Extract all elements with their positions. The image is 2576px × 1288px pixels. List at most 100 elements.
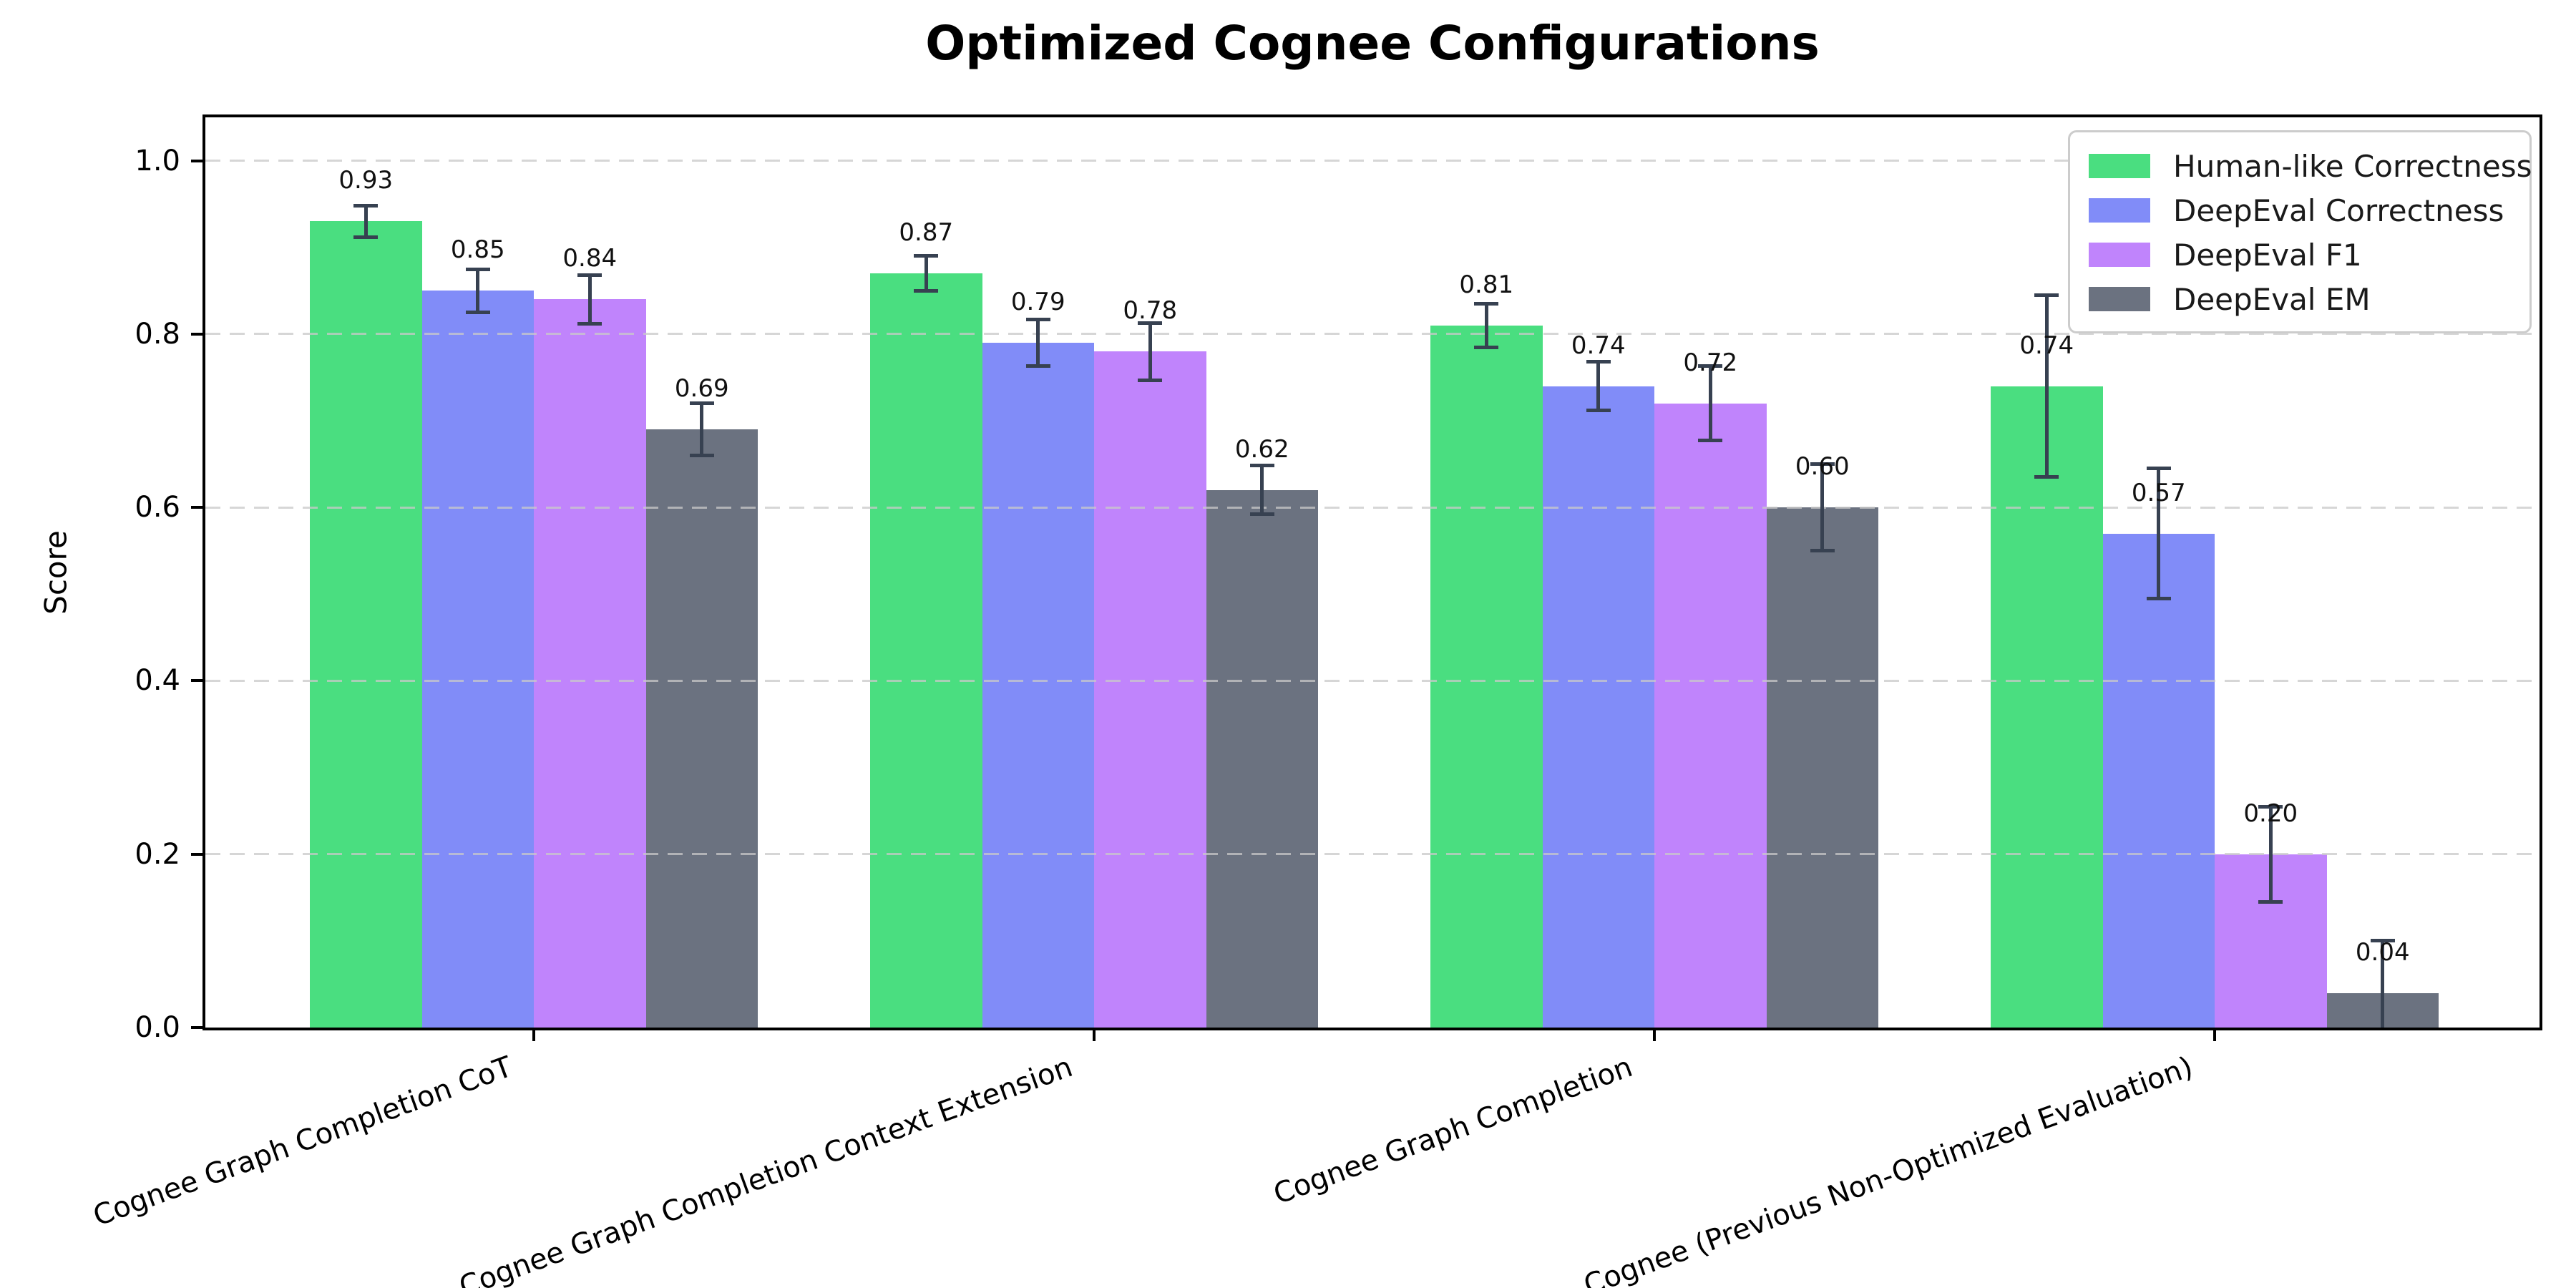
error-bar	[2268, 806, 2273, 902]
error-bar-cap	[689, 401, 714, 406]
x-tick-label: Cognee (Previous Non-Optimized Evaluatio…	[1579, 1050, 2197, 1288]
error-bar-cap	[2258, 899, 2283, 904]
legend-item: DeepEval F1	[2070, 233, 2529, 277]
legend-item: DeepEval Correctness	[2070, 188, 2529, 233]
error-bar	[1820, 464, 1825, 551]
error-bar-cap	[2258, 804, 2283, 809]
error-bar-cap	[1474, 301, 1499, 306]
error-bar-cap	[1810, 462, 1835, 467]
error-bar-cap	[465, 311, 490, 315]
error-bar	[1036, 319, 1040, 366]
bar	[1430, 325, 1543, 1028]
x-tick-label: Cognee Graph Completion	[1269, 1050, 1637, 1211]
x-tick-mark	[532, 1030, 535, 1041]
y-tick-label: 0.8	[135, 317, 180, 351]
error-bar	[924, 255, 928, 291]
y-tick-label: 1.0	[135, 144, 180, 177]
y-tick-mark	[191, 159, 203, 162]
bar-value-label: 0.04	[2355, 937, 2410, 967]
bar-value-label: 0.69	[674, 374, 729, 404]
bar	[1206, 489, 1318, 1028]
error-bar-cap	[353, 235, 379, 239]
legend: Human-like Correctness DeepEval Correctne…	[2068, 130, 2532, 333]
error-bar	[364, 205, 368, 238]
bar	[2102, 533, 2215, 1028]
error-bar-cap	[2034, 475, 2059, 479]
legend-label: DeepEval EM	[2173, 281, 2371, 317]
bar-value-label: 0.74	[2019, 331, 2074, 360]
bar-value-label: 0.62	[1234, 434, 1289, 464]
error-bar	[587, 275, 592, 324]
error-bar-cap	[2146, 467, 2171, 471]
error-bar	[1260, 465, 1264, 514]
bar-value-label: 0.79	[1010, 287, 1065, 316]
y-tick-mark	[191, 852, 203, 856]
error-bar-cap	[2034, 293, 2059, 297]
gridline	[205, 506, 2540, 509]
y-tick-mark	[191, 506, 203, 509]
error-bar-cap	[1586, 408, 1611, 412]
error-bar	[1148, 323, 1152, 381]
bar-value-label: 0.81	[1459, 270, 1514, 299]
error-bar-cap	[1474, 345, 1499, 349]
legend-swatch	[2089, 243, 2150, 267]
legend-label: Human-like Correctness	[2173, 148, 2532, 184]
bar-value-label: 0.72	[1683, 348, 1738, 377]
bar	[1094, 351, 1206, 1028]
gridline	[205, 853, 2540, 856]
gridline	[205, 333, 2540, 336]
x-tick-mark	[1653, 1030, 1656, 1041]
bar-value-label: 0.85	[450, 235, 505, 265]
error-bar-cap	[2146, 596, 2171, 600]
error-bar-cap	[1025, 364, 1050, 369]
error-bar-cap	[1698, 364, 1723, 369]
bar-value-label: 0.74	[1571, 331, 1626, 360]
error-bar-cap	[577, 273, 602, 277]
legend-item: Human-like Correctness	[2070, 144, 2532, 188]
y-tick-mark	[191, 679, 203, 683]
y-tick-label: 0.2	[135, 837, 180, 871]
y-tick-label: 0.0	[135, 1011, 180, 1044]
legend-label: DeepEval F1	[2173, 237, 2362, 273]
x-tick-label: Cognee Graph Completion Context Extensio…	[454, 1050, 1077, 1288]
error-bar	[700, 403, 704, 456]
bar	[1991, 386, 2103, 1028]
error-bar	[2381, 940, 2385, 1028]
error-bar	[476, 269, 480, 313]
gridline	[205, 160, 2540, 162]
legend-swatch	[2089, 154, 2150, 178]
x-tick-label: Cognee Graph Completion CoT	[89, 1050, 517, 1233]
bar	[645, 429, 758, 1028]
error-bar-cap	[1249, 464, 1274, 468]
bar-value-label: 0.93	[338, 166, 394, 195]
x-tick-mark	[2213, 1030, 2216, 1041]
bar-value-label: 0.78	[1123, 296, 1178, 326]
bar	[982, 342, 1094, 1028]
error-bar	[2044, 295, 2049, 477]
error-bar-cap	[689, 453, 714, 457]
error-bar-cap	[1025, 317, 1050, 321]
bar	[534, 299, 646, 1028]
bar-value-label: 0.84	[562, 244, 618, 273]
error-bar-cap	[1249, 512, 1274, 517]
error-bar-cap	[465, 267, 490, 271]
x-tick-mark	[1093, 1030, 1096, 1041]
error-bar	[2157, 468, 2161, 599]
y-tick-mark	[191, 332, 203, 336]
legend-label: DeepEval Correctness	[2173, 192, 2504, 228]
error-bar-cap	[914, 288, 939, 293]
bar-value-label: 0.60	[1795, 452, 1850, 482]
bar	[1766, 507, 1878, 1028]
error-bar-cap	[1698, 439, 1723, 443]
legend-swatch	[2089, 198, 2150, 223]
bar-value-label: 0.57	[2131, 478, 2186, 507]
y-tick-label: 0.6	[135, 491, 180, 525]
bar	[1542, 386, 1654, 1028]
error-bar	[1708, 366, 1712, 441]
legend-swatch	[2089, 287, 2150, 311]
error-bar-cap	[1138, 378, 1163, 382]
y-tick-mark	[191, 1026, 203, 1029]
y-axis-label: Score	[38, 530, 74, 615]
error-bar	[1484, 303, 1488, 348]
bar	[421, 291, 534, 1028]
